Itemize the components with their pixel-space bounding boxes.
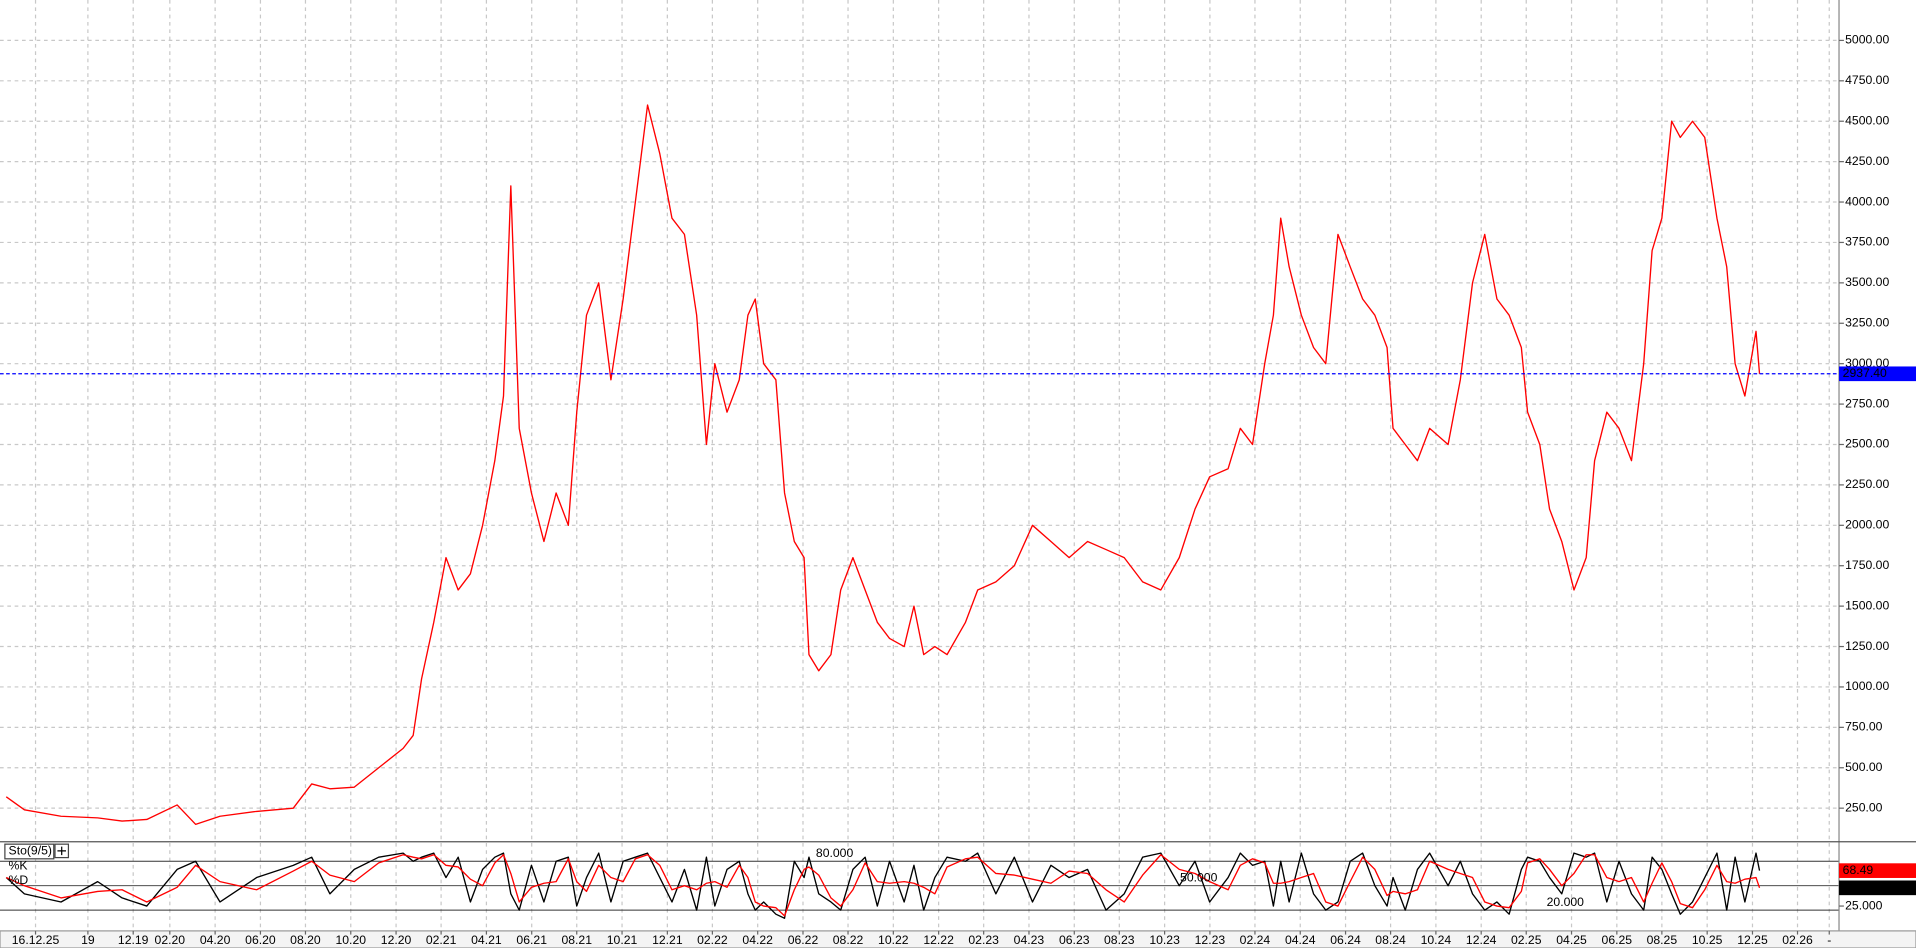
- current-value-label: 47.386: [1843, 880, 1881, 894]
- labels-layer: 16.12.25 19 12.19 02.20 04.20 06.20 08.20 10.20…: [12, 33, 1916, 947]
- y-tick-label: 3750.00: [1845, 235, 1889, 249]
- x-tick-label: 08.25: [1647, 933, 1678, 947]
- y-tick-label: 4250.00: [1845, 154, 1889, 168]
- x-tick-label: 04.23: [1014, 933, 1045, 947]
- x-tick-label: 06.22: [788, 933, 819, 947]
- indicator-title: Sto(9/5): [9, 844, 52, 858]
- x-tick-label: 04.21: [471, 933, 502, 947]
- y-tick-label: 2250.00: [1845, 477, 1889, 491]
- x-tick-label: 10.20: [335, 933, 366, 947]
- y-tick-label: 2500.00: [1845, 437, 1889, 451]
- current-value-box: [1839, 863, 1916, 878]
- x-tick-label: 12.20: [381, 933, 412, 947]
- y-tick-label: 500.00: [1845, 760, 1883, 774]
- legend-k: %K: [9, 858, 28, 872]
- x-tick-label: 08.20: [290, 933, 321, 947]
- y-tick-label: 2000.00: [1845, 518, 1889, 532]
- price-line: [5, 104, 1761, 826]
- y-tick-label: 1250.00: [1845, 639, 1889, 653]
- y-tick-label: 1750.00: [1845, 558, 1889, 572]
- y-tick-label: 3250.00: [1845, 315, 1889, 329]
- current-price-label: 2937.40: [1843, 366, 1887, 380]
- x-tick-label: 08.22: [833, 933, 864, 947]
- x-tick-label: 06.20: [245, 933, 276, 947]
- x-tick-label: 10.25: [1692, 933, 1723, 947]
- x-tick-label: 10.23: [1149, 933, 1180, 947]
- y-tick-label: 25.000: [1845, 898, 1883, 912]
- y-tick-label: 3000.00: [1845, 356, 1889, 370]
- y-tick-label: 3500.00: [1845, 275, 1889, 289]
- x-tick-label: 04.24: [1285, 933, 1316, 947]
- level-label: 80.000: [816, 846, 854, 860]
- current-value-label: 68.49: [1843, 863, 1874, 877]
- x-tick-label: 10.21: [607, 933, 638, 947]
- x-tick-label: 08.21: [561, 933, 592, 947]
- x-tick-label: 12.19: [118, 933, 149, 947]
- x-tick-label: 12.23: [1195, 933, 1226, 947]
- x-tick-label: 02.24: [1240, 933, 1271, 947]
- y-tick-label: 1500.00: [1845, 598, 1889, 612]
- y-tick-label: 1000.00: [1845, 679, 1889, 693]
- x-tick-label: 06.24: [1330, 933, 1361, 947]
- stoch-line: [5, 854, 1761, 917]
- level-label: 50.000: [1180, 871, 1218, 885]
- y-tick-label: 4000.00: [1845, 194, 1889, 208]
- y-tick-label: 4500.00: [1845, 113, 1889, 127]
- y-tick-label: 750.00: [1845, 720, 1883, 734]
- x-tick-label: 08.23: [1104, 933, 1135, 947]
- x-tick-label: 02.21: [426, 933, 457, 947]
- level-label: 20.000: [1547, 895, 1585, 909]
- x-tick-label: 04.25: [1556, 933, 1587, 947]
- plus-icon: [57, 846, 66, 856]
- x-tick-label: 04.22: [742, 933, 773, 947]
- x-tick-label: 16.12.25: [12, 933, 60, 947]
- x-tick-label: 06.25: [1602, 933, 1633, 947]
- x-tick-label: 06.21: [516, 933, 547, 947]
- current-value-box: [1839, 880, 1916, 896]
- y-tick-label: 5000.00: [1845, 33, 1889, 47]
- y-tick-label: 4750.00: [1845, 73, 1889, 87]
- x-tick-label: 08.24: [1375, 933, 1406, 947]
- x-tick-label: 02.20: [155, 933, 186, 947]
- grid-layer: [0, 0, 1840, 929]
- x-tick-label: 02.26: [1782, 933, 1813, 947]
- x-tick-label: 12.24: [1466, 933, 1497, 947]
- x-tick-label: 12.25: [1737, 933, 1768, 947]
- stoch-line: [5, 852, 1761, 919]
- x-tick-label: 12.22: [923, 933, 954, 947]
- x-tick-label: 10.24: [1421, 933, 1452, 947]
- x-axis-strip: [0, 930, 1916, 948]
- y-tick-label: 2750.00: [1845, 396, 1889, 410]
- x-tick-label: 04.20: [200, 933, 231, 947]
- legend-d: %D: [9, 873, 29, 887]
- x-tick-label: -: [1827, 933, 1831, 947]
- x-tick-label: 10.22: [878, 933, 909, 947]
- x-tick-label: 02.22: [697, 933, 728, 947]
- x-tick-label: 12.21: [652, 933, 683, 947]
- x-tick-label: 06.23: [1059, 933, 1090, 947]
- x-tick-label: 02.23: [968, 933, 999, 947]
- x-tick-label: 19: [81, 933, 95, 947]
- current-price-box: [1839, 366, 1916, 382]
- y-tick-label: 250.00: [1845, 800, 1883, 814]
- indicator-box: [4, 843, 55, 860]
- marks-layer: [0, 104, 1840, 919]
- x-tick-label: 02.25: [1511, 933, 1542, 947]
